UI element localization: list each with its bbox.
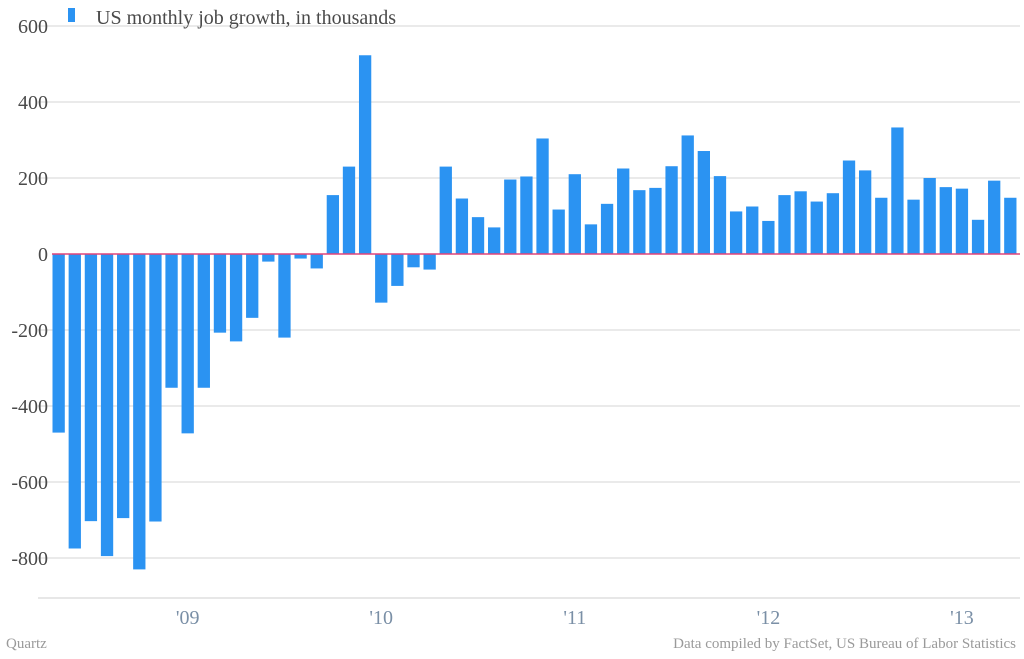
y-tick-label: 200 bbox=[18, 168, 48, 190]
bar bbox=[455, 198, 469, 254]
y-tick-label: 600 bbox=[18, 16, 48, 38]
bar bbox=[165, 254, 178, 388]
bar bbox=[681, 135, 694, 254]
bar bbox=[891, 127, 904, 254]
bar bbox=[697, 151, 710, 254]
bar bbox=[633, 190, 646, 254]
bar bbox=[262, 254, 275, 262]
bar bbox=[149, 254, 162, 522]
bar bbox=[729, 211, 743, 254]
data-source-note: Data compiled by FactSet, US Bureau of L… bbox=[673, 636, 1016, 652]
bar bbox=[407, 254, 420, 268]
bar bbox=[197, 254, 210, 388]
bar bbox=[955, 188, 969, 254]
y-tick-label: -400 bbox=[11, 396, 48, 418]
bar bbox=[423, 254, 436, 270]
bar bbox=[246, 254, 259, 318]
bar bbox=[342, 166, 356, 254]
y-tick-label: -800 bbox=[11, 548, 48, 570]
bar-series bbox=[52, 55, 1017, 570]
bar bbox=[326, 195, 340, 254]
bar bbox=[746, 206, 759, 254]
bar bbox=[568, 174, 581, 254]
bar bbox=[762, 220, 775, 254]
bar bbox=[504, 179, 517, 254]
bar bbox=[826, 193, 840, 254]
bar bbox=[358, 55, 372, 255]
bar bbox=[842, 160, 856, 254]
legend-swatch bbox=[68, 8, 75, 22]
bar bbox=[100, 254, 114, 557]
x-tick-label: '11 bbox=[563, 607, 586, 629]
bar bbox=[617, 168, 630, 254]
y-axis: 600 400 200 0 -200 -400 -600 -800 bbox=[11, 16, 48, 570]
bar bbox=[133, 254, 146, 570]
x-tick-label: '10 bbox=[369, 607, 393, 629]
bar bbox=[117, 254, 130, 519]
bar bbox=[665, 166, 678, 254]
x-tick-label: '13 bbox=[950, 607, 974, 629]
bar bbox=[439, 166, 452, 254]
bar bbox=[278, 254, 291, 338]
bar bbox=[859, 170, 872, 254]
bar bbox=[488, 227, 501, 254]
bar bbox=[971, 219, 985, 254]
bar bbox=[875, 197, 888, 254]
bar bbox=[84, 254, 98, 522]
y-tick-label: -200 bbox=[11, 320, 48, 342]
bar bbox=[552, 209, 565, 254]
bar bbox=[988, 180, 1001, 254]
bar bbox=[649, 187, 662, 254]
bar bbox=[713, 176, 727, 254]
x-tick-label: '09 bbox=[176, 607, 200, 629]
bar bbox=[794, 191, 807, 254]
bar bbox=[229, 254, 243, 342]
bar bbox=[778, 195, 791, 254]
bar bbox=[1004, 197, 1017, 254]
x-tick-label: '12 bbox=[757, 607, 781, 629]
source-credit: Quartz bbox=[6, 636, 47, 652]
bar bbox=[52, 254, 65, 433]
y-tick-label: -600 bbox=[11, 472, 48, 494]
bar bbox=[391, 254, 404, 286]
bar bbox=[923, 178, 936, 254]
bar bbox=[810, 201, 823, 254]
bar bbox=[600, 203, 614, 254]
bar bbox=[310, 254, 323, 269]
bar bbox=[584, 224, 598, 254]
x-axis: '09 '10 '11 '12 '13 bbox=[176, 607, 974, 629]
bar bbox=[294, 254, 307, 259]
bar bbox=[536, 138, 549, 254]
bar bbox=[907, 199, 920, 254]
bar bbox=[471, 217, 485, 254]
bar bbox=[375, 254, 388, 303]
legend-label: US monthly job growth, in thousands bbox=[96, 7, 396, 29]
bar bbox=[520, 176, 533, 254]
bar bbox=[68, 254, 81, 549]
legend: US monthly job growth, in thousands bbox=[68, 7, 396, 29]
bar bbox=[939, 187, 952, 254]
bar bbox=[181, 254, 194, 434]
bar bbox=[213, 254, 227, 333]
y-tick-label: 400 bbox=[18, 92, 48, 114]
y-tick-label: 0 bbox=[38, 244, 48, 266]
